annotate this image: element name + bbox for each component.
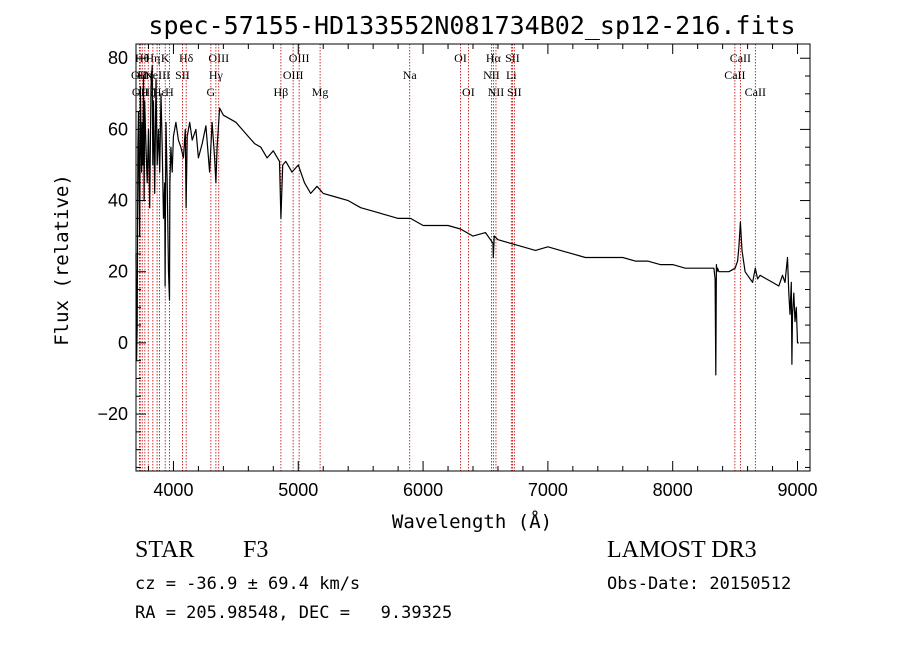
line-label-27: SII (507, 85, 522, 99)
line-label-12: G (207, 85, 216, 99)
line-label-22: NII (483, 68, 500, 82)
line-label-18: Mg (312, 85, 329, 99)
y-tick-label-4: 60 (108, 119, 128, 139)
line-label-21: OI (462, 85, 475, 99)
chart-title: spec-57155-HD133552N081734B02_sp12-216.f… (148, 11, 795, 40)
x-tick-label-5: 9000 (777, 480, 817, 500)
redshift-value: cz = -36.9 ± 69.4 km/s (135, 574, 361, 594)
line-label-14: OIII (208, 51, 229, 65)
line-label-11: Hδ (179, 51, 194, 65)
line-label-10: SII (175, 68, 190, 82)
line-label-25: Li (506, 68, 517, 82)
line-label-23: Hα (486, 51, 502, 65)
y-tick-label-5: 80 (108, 48, 128, 68)
coordinates: RA = 205.98548, DEC = 9.39325 (135, 603, 453, 623)
obs-date: Obs-Date: 20150512 (607, 574, 792, 594)
line-label-8: K (161, 51, 170, 65)
line-label-26: SII (505, 51, 520, 65)
line-label-4: Hζ (141, 85, 155, 99)
spectral-line-labels: OIIOIIHθHηHζHηNeIIIHεKHSIIHδGHγOIIIHβOII… (131, 51, 766, 99)
line-label-13: Hγ (209, 68, 224, 82)
y-tick-label-2: 20 (108, 262, 128, 282)
x-tick-label-2: 6000 (403, 480, 443, 500)
object-class: STAR (135, 537, 195, 563)
line-label-24: NII (488, 85, 505, 99)
spectral-line-markers (138, 44, 756, 471)
line-label-30: CaII (745, 85, 766, 99)
line-label-16: OIII (283, 68, 304, 82)
y-tick-label-3: 40 (108, 191, 128, 211)
x-axis-label: Wavelength (Å) (392, 510, 552, 533)
line-label-17: OIII (289, 51, 310, 65)
y-tick-label-0: −20 (97, 404, 128, 424)
y-tick-label-1: 0 (118, 333, 128, 353)
line-label-6: NeIII (144, 68, 170, 82)
line-label-19: Na (403, 68, 418, 82)
line-label-9: H (165, 85, 174, 99)
line-label-15: Hβ (274, 85, 289, 99)
spectrum-series-line (135, 64, 799, 376)
axis-ticks: 4000 5000 6000 7000 8000 9000 −20 0 20 40 60 80 (97, 44, 818, 500)
x-tick-label-1: 5000 (278, 480, 318, 500)
x-tick-label-4: 8000 (653, 480, 693, 500)
survey-name: LAMOST DR3 (607, 537, 757, 563)
x-tick-label-0: 4000 (153, 480, 193, 500)
line-label-20: OI (454, 51, 467, 65)
line-label-3: Hη (137, 68, 152, 82)
line-label-28: CaII (724, 68, 745, 82)
line-label-29: CaII (730, 51, 751, 65)
x-tick-label-3: 7000 (528, 480, 568, 500)
line-label-5: Hη (145, 51, 160, 65)
y-axis-label: Flux (relative) (51, 174, 73, 346)
plot-frame (135, 43, 811, 472)
object-subclass: F3 (243, 537, 269, 563)
